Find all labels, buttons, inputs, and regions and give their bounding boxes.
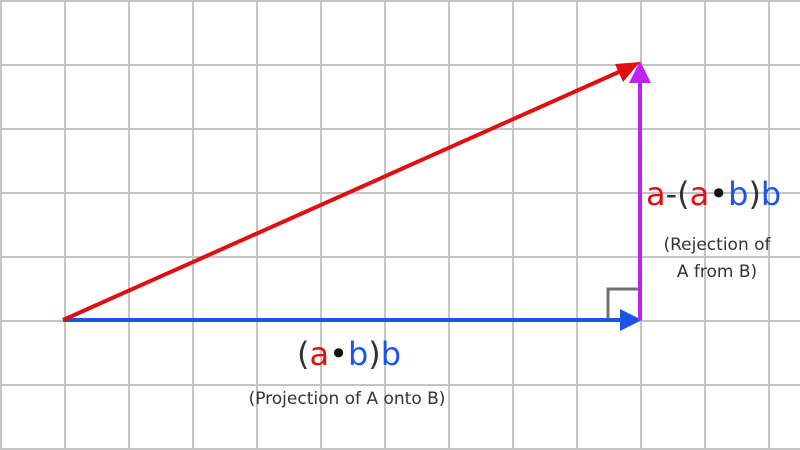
vector-a-arrowhead <box>615 62 640 82</box>
formula-paren-close: ) <box>368 335 380 373</box>
rejection-formula: a-(a•b)b <box>646 175 781 213</box>
formula-a: a <box>690 175 710 213</box>
vector-a <box>62 69 622 322</box>
projection-formula: (a•b)b <box>297 335 401 373</box>
projection-arrowhead <box>620 309 642 331</box>
projection-caption: (Projection of A onto B) <box>249 389 446 409</box>
formula-a: a <box>309 335 329 373</box>
formula-b: b <box>348 335 368 373</box>
formula-paren-close: ) <box>748 175 760 213</box>
rejection-arrowhead <box>629 61 651 83</box>
formula-a: a <box>646 175 666 213</box>
rejection-caption-line1: (Rejection of <box>663 235 771 255</box>
formula-dot: • <box>709 175 728 213</box>
formula-b: b <box>728 175 748 213</box>
formula-paren-open: ( <box>297 335 309 373</box>
formula-b-vector: b <box>381 335 401 373</box>
formula-b-vector: b <box>761 175 781 213</box>
right-angle-marker <box>606 287 640 320</box>
formula-minus-paren: -( <box>666 175 690 213</box>
rejection-caption-line2: A from B) <box>677 262 757 282</box>
formula-dot: • <box>329 335 348 373</box>
